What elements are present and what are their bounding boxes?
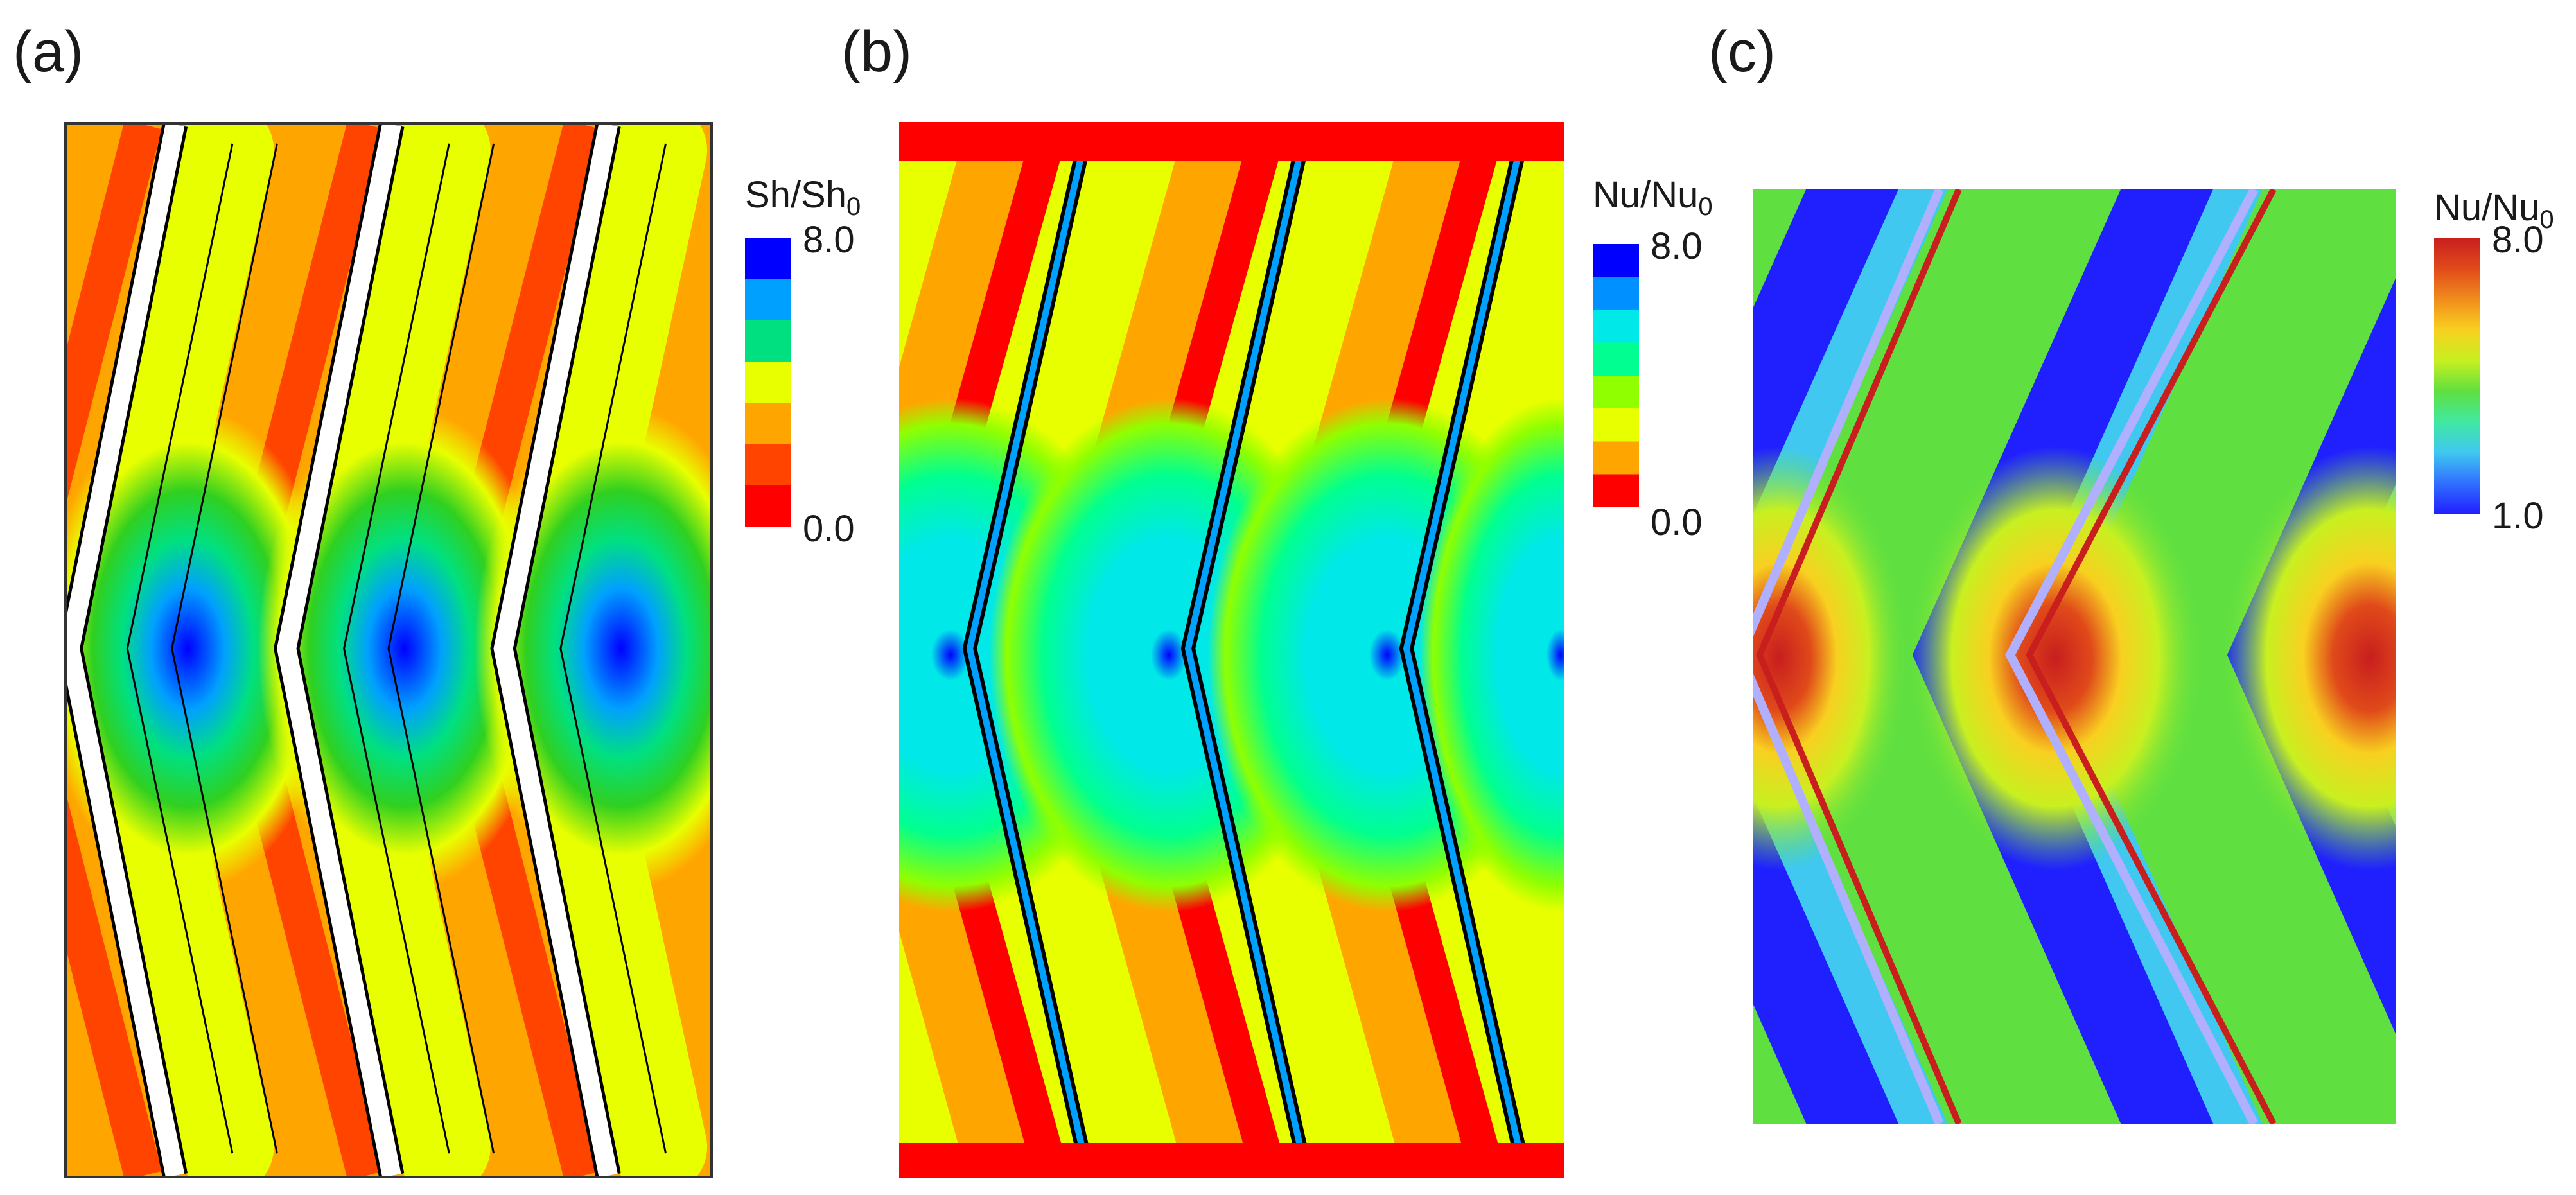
colorbar-a-title: Sh/Sh0 [745, 174, 861, 221]
colorbar-c-max: 8.0 [2492, 219, 2544, 261]
colorbar-a-bar [745, 238, 791, 527]
sherwood-contour-plot [67, 125, 710, 1176]
colorbar-a-min: 0.0 [803, 508, 855, 550]
nusselt-simulation-plot [899, 122, 1564, 1178]
colorbar-c-bar [2434, 238, 2480, 514]
panel-label-a: (a) [13, 20, 83, 84]
nusselt-experiment-plot [1753, 189, 2396, 1124]
colorbar-a-max: 8.0 [803, 219, 855, 261]
colorbar-b-min: 0.0 [1651, 502, 1703, 543]
colorbar-b-max: 8.0 [1651, 225, 1703, 267]
colorbar-b-title: Nu/Nu0 [1593, 174, 1713, 221]
sherwood-contour-map [64, 122, 713, 1178]
nusselt-experiment-map [1753, 189, 2396, 1124]
colorbar-c-min: 1.0 [2492, 495, 2544, 537]
nusselt-simulation-map [899, 122, 1564, 1178]
colorbar-b-bar [1593, 244, 1639, 507]
colorbar-c-title: Nu/Nu0 [2434, 187, 2554, 234]
panel-label-c: (c) [1708, 20, 1776, 84]
panel-label-b: (b) [841, 20, 912, 84]
